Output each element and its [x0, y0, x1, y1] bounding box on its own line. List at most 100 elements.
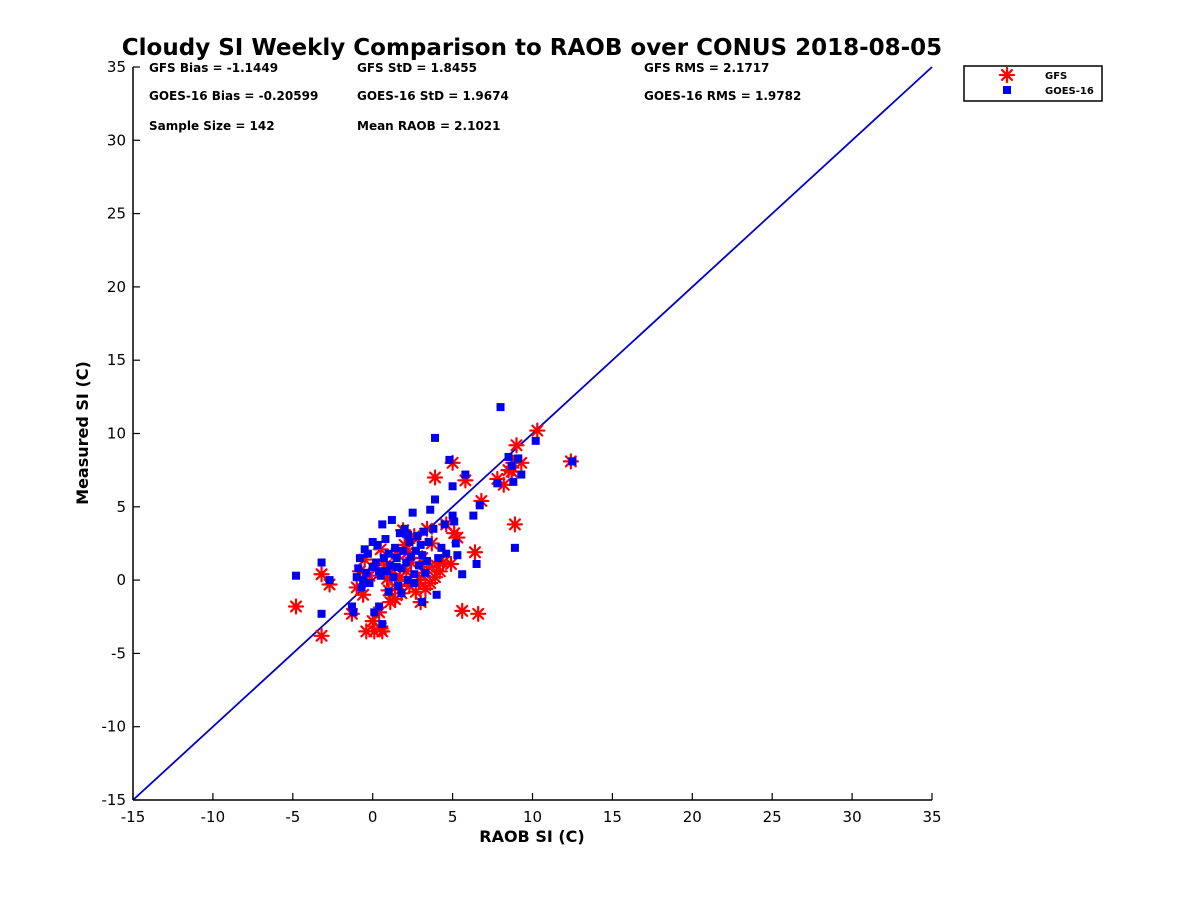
- goes-16-point: [352, 573, 361, 582]
- goes-16-point: [510, 543, 519, 552]
- goes-16-point: [418, 551, 427, 560]
- y-axis-label: Measured SI (C): [73, 361, 92, 505]
- y-tick-label: 0: [116, 571, 126, 589]
- identity-line-layer: [132, 66, 933, 801]
- gfs-point: [287, 598, 305, 615]
- goes-16-point: [445, 455, 454, 464]
- goes-16-point: [440, 520, 449, 529]
- goes-16-point: [507, 461, 516, 470]
- goes-16-point: [399, 546, 408, 555]
- goes-16-point: [391, 543, 400, 552]
- goes-16-point: [469, 511, 478, 520]
- goes-16-point: [423, 557, 432, 566]
- stat-goes-rms: GOES-16 RMS = 1.9782: [644, 89, 801, 103]
- legend-gfs-marker: [998, 66, 1016, 84]
- identity-line: [132, 66, 933, 801]
- goes-16-point: [347, 602, 356, 611]
- chart-title: Cloudy SI Weekly Comparison to RAOB over…: [122, 35, 942, 61]
- goes-16-point: [368, 537, 377, 546]
- x-tick-label: 0: [368, 808, 378, 826]
- goes-16-point: [411, 546, 420, 555]
- goes-16-point: [354, 564, 363, 573]
- goes-16-point: [431, 495, 440, 504]
- goes-16-point: [378, 620, 387, 629]
- goes-16-point: [453, 551, 462, 560]
- goes-16-point: [363, 549, 372, 558]
- goes-16-point: [432, 590, 441, 599]
- goes-16-point: [375, 567, 384, 576]
- goes-16-point: [431, 433, 440, 442]
- goes-16-point: [514, 454, 523, 463]
- y-tick-label: 35: [107, 58, 126, 76]
- gfs-point: [417, 580, 434, 597]
- goes-16-point: [429, 524, 438, 533]
- goes-16-point: [359, 576, 368, 585]
- x-tick-label: 20: [683, 808, 702, 826]
- goes-16-point: [458, 570, 467, 579]
- gfs-point: [442, 555, 460, 573]
- goes-16-point: [360, 545, 369, 554]
- goes-16-point: [405, 537, 414, 546]
- stat-mean-raob: Mean RAOB = 2.1021: [357, 119, 501, 133]
- gfs-point: [313, 566, 330, 583]
- x-tick-label: 30: [843, 808, 862, 826]
- y-axis-ticks: -15 -10 -5 0 5 10 15 20 25 30 35: [102, 58, 140, 809]
- goes-16-point: [383, 567, 392, 576]
- x-axis-ticks: -15 -10 -5 0 5 10 15 20 25 30 35: [121, 793, 942, 826]
- legend-gfs-label: GFS: [1045, 71, 1067, 82]
- y-tick-label: -5: [111, 644, 126, 662]
- gfs-point: [313, 627, 330, 644]
- goes-16-point: [371, 558, 380, 567]
- stat-goes-std: GOES-16 StD = 1.9674: [357, 89, 509, 103]
- goes-16-point: [395, 529, 404, 538]
- goes-16-point: [472, 559, 481, 568]
- goes-16-point: [531, 436, 540, 445]
- goes-16-point: [413, 532, 422, 541]
- y-tick-label: 15: [107, 351, 126, 369]
- goes-16-point: [408, 508, 417, 517]
- y-tick-label: 30: [107, 131, 126, 149]
- goes-16-point: [384, 587, 393, 596]
- goes-16-point: [378, 520, 387, 529]
- x-tick-label: -5: [285, 808, 300, 826]
- goes-16-point: [387, 515, 396, 524]
- goes-16-point: [434, 554, 443, 563]
- goes-16-point: [407, 552, 416, 561]
- stat-sample-size: Sample Size = 142: [149, 119, 275, 133]
- goes-16-point: [450, 517, 459, 526]
- goes-16-point: [368, 562, 377, 571]
- goes-16-point: [410, 579, 419, 588]
- gfs-point: [466, 544, 484, 561]
- y-tick-label: -15: [102, 791, 127, 809]
- y-tick-label: -10: [102, 718, 127, 736]
- goes-16-point: [418, 598, 427, 607]
- goes-16-point: [317, 558, 326, 567]
- goes-16-point: [349, 608, 358, 617]
- goes-16-point: [448, 511, 457, 520]
- stat-goes-bias: GOES-16 Bias = -0.20599: [149, 89, 318, 103]
- x-tick-label: 25: [763, 808, 782, 826]
- goes-16-point: [400, 524, 409, 533]
- x-tick-label: -15: [121, 808, 146, 826]
- goes-16-point: [493, 479, 502, 488]
- y-tick-label: 10: [107, 425, 126, 443]
- goes-16-point: [317, 609, 326, 618]
- legend-goes-label: GOES-16: [1045, 86, 1094, 97]
- gfs-point: [355, 586, 372, 603]
- legend-goes-16-marker: [1003, 86, 1011, 94]
- goes-16-point: [381, 535, 390, 544]
- goes-16-point: [379, 554, 388, 563]
- goes-16-point: [442, 549, 451, 558]
- goes-16-point: [357, 583, 366, 592]
- goes-16-point: [461, 470, 470, 479]
- goes-16-point: [415, 561, 424, 570]
- goes-16-point: [373, 540, 382, 549]
- goes-16-point: [419, 527, 428, 536]
- gfs-point: [374, 623, 391, 640]
- gfs-point: [506, 516, 524, 533]
- y-tick-label: 25: [107, 205, 126, 223]
- goes-16-point: [291, 571, 300, 580]
- goes-16-point: [421, 568, 430, 577]
